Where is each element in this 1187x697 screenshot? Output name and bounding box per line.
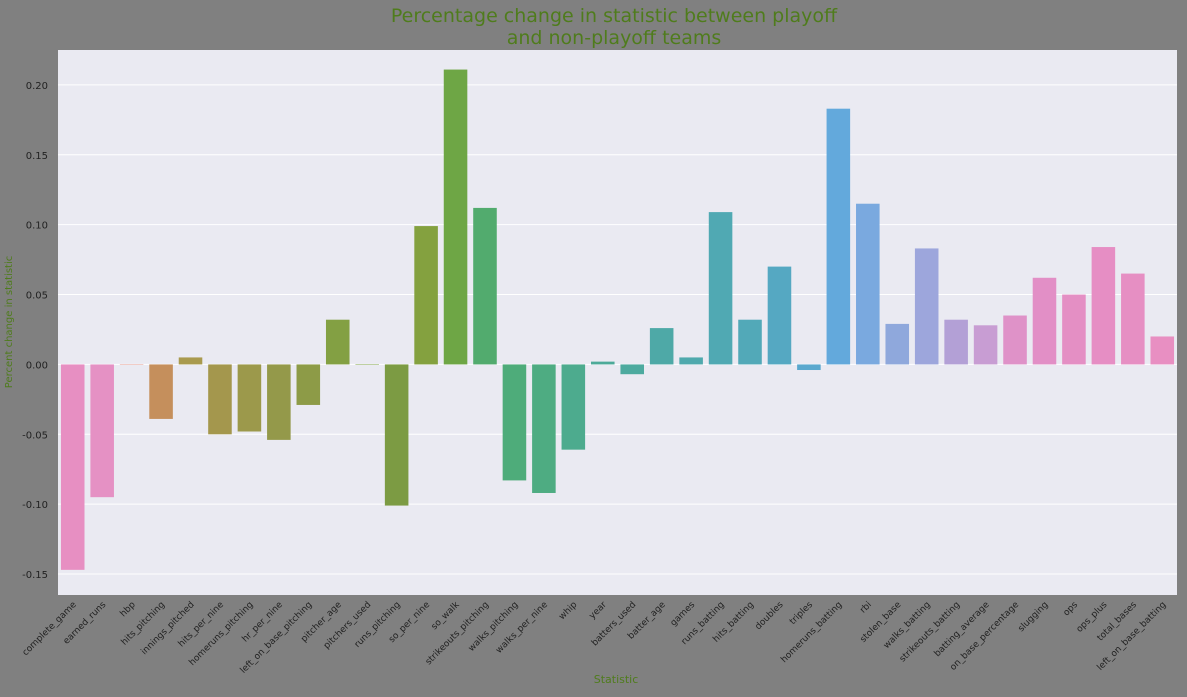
- bar-ops-plus: [1091, 247, 1116, 365]
- bar-hits-per-nine: [208, 364, 232, 435]
- bar-total-bases: [1121, 273, 1145, 365]
- chart-title-line-1: Percentage change in statistic between p…: [391, 5, 838, 27]
- bar-complete-game: [60, 364, 85, 570]
- bar-walks-per-nine: [532, 364, 556, 493]
- bar-pitchers-used: [355, 364, 379, 365]
- bar-triples: [797, 364, 821, 371]
- bar-so-walk: [443, 69, 468, 365]
- bar-runs-pitching: [384, 364, 409, 506]
- x-tick-label: doubles: [753, 600, 785, 632]
- bar-rbi: [856, 203, 880, 365]
- bar-year: [590, 361, 615, 365]
- bar-walks-batting: [914, 248, 939, 365]
- y-tick-label: 0.00: [26, 360, 48, 371]
- bar-left-on-base-batting: [1150, 336, 1175, 365]
- bar-on-base-percentage: [1003, 315, 1027, 365]
- bar-batting-average: [973, 325, 998, 365]
- bar-doubles: [767, 266, 792, 365]
- bar-hbp: [119, 364, 144, 365]
- y-tick-labels: -0.15 -0.10 -0.05 0.00 0.05 0.10 0.15 0.20: [22, 81, 48, 581]
- bar-hr-per-nine: [267, 364, 291, 440]
- bar-so-per-nine: [414, 226, 438, 365]
- x-tick-label: batting_average: [933, 600, 992, 659]
- bar-games: [679, 357, 703, 365]
- x-tick-label: walks_per_nine: [494, 600, 550, 656]
- bar-stolen-base: [885, 323, 910, 365]
- bar-slugging: [1032, 277, 1057, 365]
- bar-strikeouts-batting: [944, 319, 968, 365]
- bar-left-on-base-pitching: [296, 364, 321, 405]
- y-tick-label: -0.05: [22, 430, 48, 441]
- bar-batter-age: [649, 328, 674, 365]
- y-tick-label: -0.15: [22, 570, 48, 581]
- bar-batters-used: [620, 364, 645, 375]
- x-tick-label: complete_game: [21, 600, 79, 658]
- y-axis-label: Percent change in statistic: [4, 256, 15, 388]
- x-tick-label: innings_pitched: [140, 600, 197, 657]
- chart-title-line-2: and non-playoff teams: [507, 27, 722, 49]
- x-tick-label: hbp: [119, 600, 138, 619]
- bar-strikeouts-pitching: [473, 207, 497, 365]
- bar-pitcher-age: [325, 319, 350, 365]
- bar-hits-pitching: [149, 364, 173, 419]
- y-tick-label: 0.05: [26, 291, 48, 302]
- x-tick-label: games: [669, 600, 698, 629]
- x-tick-label: rbi: [858, 600, 874, 616]
- x-axis-label: Statistic: [594, 673, 639, 686]
- bar-ops: [1062, 294, 1086, 365]
- bar-whip: [561, 364, 586, 450]
- bar-homeruns-batting: [826, 108, 851, 365]
- bar-runs-batting: [708, 212, 733, 365]
- bar-innings-pitched: [178, 357, 203, 365]
- x-tick-label: whip: [557, 600, 579, 622]
- x-tick-label: triples: [788, 600, 815, 627]
- bar-earned-runs: [90, 364, 114, 498]
- bar-homeruns-pitching: [237, 364, 262, 432]
- bar-hits-batting: [738, 319, 762, 365]
- x-tick-label: year: [588, 600, 609, 621]
- y-tick-label: 0.10: [26, 221, 48, 232]
- bar-walks-pitching: [502, 364, 527, 481]
- bars: [60, 69, 1175, 570]
- y-tick-label: 0.15: [26, 151, 48, 162]
- y-tick-label: -0.10: [22, 500, 48, 511]
- x-tick-label: ops: [1062, 600, 1081, 619]
- x-tick-label: slugging: [1016, 600, 1050, 634]
- y-tick-label: 0.20: [26, 81, 48, 92]
